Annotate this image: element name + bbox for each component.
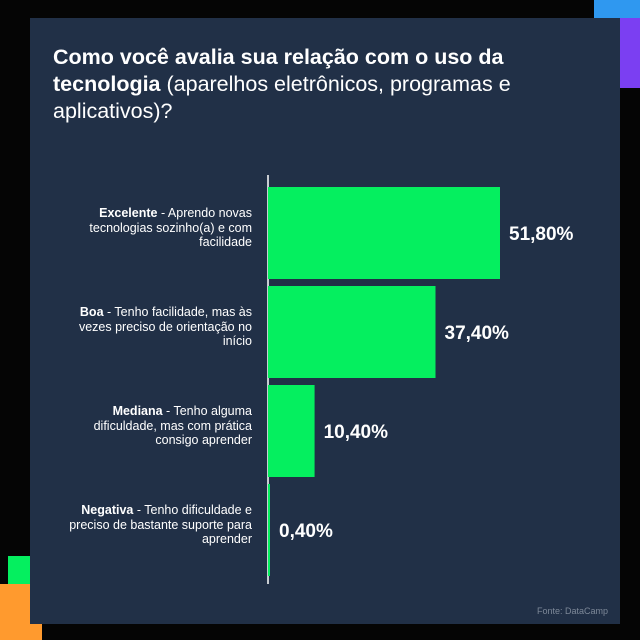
category-rest: - Tenho alguma dificuldade, mas com prát… (93, 404, 252, 447)
category-rest: - Tenho dificuldade e preciso de bastant… (69, 503, 252, 546)
category-strong: Boa (79, 305, 104, 319)
title-normal: (aparelhos eletrônicos, programas e apli… (53, 72, 511, 123)
category-label-boa: Boa - Tenho facilidade, mas às vezes pre… (50, 305, 252, 349)
category-rest: - Aprendo novas tecnologias sozinho(a) e… (89, 206, 252, 249)
category-strong: Mediana (112, 404, 163, 418)
value-label-excelente: 51,80% (509, 224, 574, 245)
bar-mediana (268, 385, 315, 477)
title-bold: Como você avalia sua relação com o uso d… (53, 45, 504, 96)
value-label-boa: 37,40% (445, 323, 510, 344)
chart-card: Como você avalia sua relação com o uso d… (30, 18, 620, 624)
bar-chart: 51,80% 37,40% 10,40% 0,40% (267, 175, 574, 584)
accent-green-bottom (8, 556, 30, 584)
accent-purple-top (620, 18, 640, 88)
category-label-mediana: Mediana - Tenho alguma dificuldade, mas … (50, 404, 252, 448)
bar-boa (268, 286, 436, 378)
accent-blue-top (594, 0, 640, 18)
value-label-negativa: 0,40% (279, 521, 333, 542)
source-note: Fonte: DataCamp (536, 606, 608, 616)
category-label-negativa: Negativa - Tenho dificuldade e preciso d… (50, 503, 252, 547)
category-label-excelente: Excelente - Aprendo novas tecnologias so… (50, 206, 252, 250)
chart-title: Como você avalia sua relação com o uso d… (53, 44, 593, 125)
category-strong: Negativa (81, 503, 134, 517)
category-strong: Excelente (99, 206, 158, 220)
category-rest: - Tenho facilidade, mas às vezes preciso… (78, 305, 252, 348)
value-label-mediana: 10,40% (324, 422, 389, 443)
bar-excelente (268, 187, 500, 279)
bar-negativa (268, 484, 270, 576)
